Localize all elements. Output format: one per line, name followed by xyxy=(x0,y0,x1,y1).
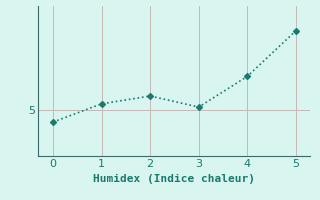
X-axis label: Humidex (Indice chaleur): Humidex (Indice chaleur) xyxy=(93,174,255,184)
